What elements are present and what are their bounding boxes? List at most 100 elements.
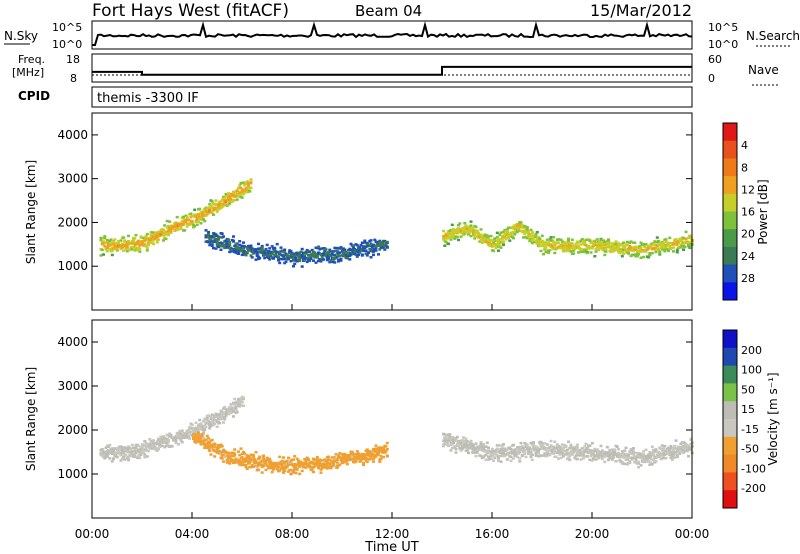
scatter-point: [592, 244, 595, 247]
scatter-point: [682, 236, 685, 240]
scatter-point: [165, 433, 169, 437]
scatter-point: [549, 236, 553, 239]
scatter-point: [654, 448, 658, 451]
scatter-point: [484, 445, 488, 448]
scatter-point: [310, 248, 314, 252]
scatter-point: [119, 244, 123, 248]
scatter-point: [190, 214, 194, 218]
scatter-point: [370, 245, 374, 248]
scatter-point: [685, 444, 689, 447]
scatter-point: [327, 251, 330, 254]
colorbar-segment: [723, 246, 737, 266]
scatter-point: [567, 239, 570, 242]
scatter-point: [233, 403, 237, 406]
scatter-point: [679, 442, 683, 446]
scatter-point: [163, 224, 167, 227]
scatter-point: [315, 455, 319, 459]
scatter-point: [240, 196, 244, 199]
scatter-point: [624, 446, 628, 450]
scatter-point: [564, 241, 568, 245]
scatter-point: [130, 242, 134, 245]
scatter-point: [593, 255, 597, 258]
scatter-point: [682, 248, 685, 251]
scatter-point: [597, 243, 600, 246]
scatter-point: [218, 421, 222, 425]
scatter-point: [319, 247, 323, 250]
scatter-point: [629, 452, 633, 455]
frequency-trace: [92, 65, 692, 76]
scatter-point: [583, 242, 587, 245]
scatter-point: [560, 246, 564, 250]
scatter-point: [530, 458, 534, 462]
scatter-point: [234, 247, 238, 250]
scatter-point: [157, 447, 160, 451]
scatter-point: [237, 186, 240, 190]
scatter-point: [529, 441, 533, 445]
scatter-point: [370, 453, 374, 456]
scatter-point: [549, 439, 553, 443]
scatter-point: [203, 428, 207, 432]
scatter-point: [377, 244, 380, 247]
scatter-point: [554, 455, 558, 458]
scatter-point: [165, 437, 169, 441]
scatter-point: [297, 255, 300, 258]
scatter-point: [238, 243, 242, 247]
scatter-point: [337, 258, 340, 261]
scatter-point: [678, 237, 682, 241]
scatter-point: [125, 244, 129, 248]
scatter-point: [562, 455, 565, 458]
y-tick-label: 3000: [57, 172, 88, 186]
scatter-point: [647, 453, 650, 456]
scatter-point: [600, 457, 604, 461]
scatter-point: [608, 448, 612, 452]
scatter-point: [228, 462, 232, 465]
scatter-point: [123, 240, 127, 243]
scatter-point: [174, 439, 178, 442]
scatter-point: [200, 427, 204, 430]
scatter-point: [663, 453, 667, 457]
scatter-point: [355, 255, 359, 258]
scatter-point: [637, 462, 640, 465]
scatter-point: [353, 455, 357, 459]
scatter-point: [110, 253, 114, 257]
scatter-point: [250, 458, 254, 462]
scatter-point: [617, 448, 620, 451]
scatter-point: [559, 449, 563, 452]
scatter-point: [269, 460, 273, 463]
scatter-point: [258, 455, 262, 458]
scatter-point: [210, 413, 214, 416]
scatter-point: [335, 249, 339, 253]
scatter-point: [335, 246, 339, 250]
scatter-point: [442, 444, 445, 448]
scatter-point: [297, 459, 300, 462]
scatter-point: [613, 448, 617, 451]
scatter-point: [199, 218, 203, 221]
scatter-point: [242, 247, 245, 250]
scatter-point: [228, 241, 232, 244]
scatter-point: [195, 428, 199, 431]
scatter-point: [193, 208, 197, 212]
scatter-point: [198, 438, 202, 441]
scatter-point: [260, 471, 264, 474]
scatter-point: [225, 194, 229, 198]
scatter-point: [603, 455, 607, 458]
scatter-point: [203, 219, 207, 223]
scatter-point: [449, 449, 453, 452]
scatter-point: [359, 459, 363, 463]
scatter-point: [164, 230, 168, 234]
scatter-point: [654, 460, 658, 463]
scatter-point: [604, 243, 608, 247]
scatter-point: [179, 438, 183, 442]
scatter-point: [254, 461, 258, 464]
scatter-point: [482, 237, 485, 240]
scatter-point: [634, 458, 638, 461]
scatter-point: [240, 190, 244, 194]
scatter-point: [637, 253, 640, 256]
scatter-point: [300, 247, 304, 251]
scatter-point: [670, 458, 674, 461]
scatter-point: [683, 245, 687, 249]
scatter-point: [127, 240, 130, 243]
nave-tick-top: 60: [708, 53, 722, 66]
x-axis: 00:00 04:00 08:00 12:00 16:00 20:00 00:00: [75, 304, 709, 541]
scatter-point: [202, 218, 205, 221]
